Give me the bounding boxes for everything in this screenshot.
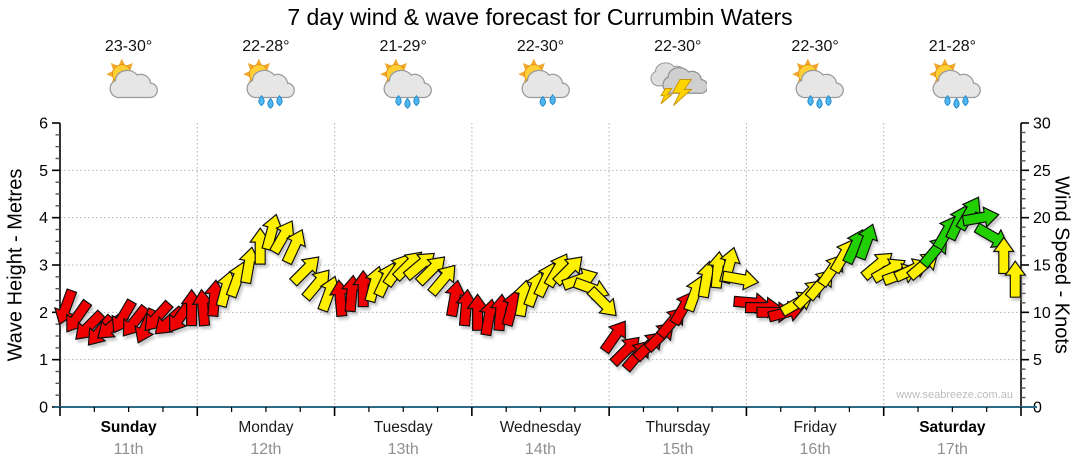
day-date-wednesday: 14th [524,441,557,458]
svg-text:5: 5 [1033,352,1042,369]
svg-text:2: 2 [39,305,48,322]
svg-text:30: 30 [1033,116,1051,133]
svg-text:4: 4 [39,210,48,227]
wind-arrow [992,236,1015,275]
temp-range-thursday: 22-30° [654,38,702,55]
weather-icon-sun-cloud-rain [333,58,473,115]
svg-text:5: 5 [39,163,48,180]
day-date-monday: 12th [250,441,282,458]
temp-range-monday: 22-28° [242,38,290,55]
wind-arrow [721,268,760,291]
day-label-sunday: Sunday [100,419,157,436]
weather-icon-sun-cloud [59,58,199,115]
svg-text:0: 0 [1033,400,1042,417]
left-axis: 0 1 2 3 4 5 6 [39,116,61,417]
weather-icon-sun-cloud-rain [196,58,336,115]
wind-arrow [551,256,583,287]
temp-range-sunday: 23-30° [104,38,153,55]
svg-text:15: 15 [1033,258,1051,275]
day-label-thursday: Thursday [645,419,711,436]
day-label-tuesday: Tuesday [373,419,433,436]
day-date-friday: 16th [799,441,831,458]
wind-arrow [1004,260,1027,298]
svg-text:25: 25 [1033,163,1051,180]
watermark-text: www.seabreeze.com.au [896,389,1013,401]
day-label-friday: Friday [793,419,837,436]
day-date-saturday: 17th [936,441,968,458]
wind-arrow [854,223,879,261]
weather-icon-sun-cloud-light-rain [471,58,611,115]
day-date-sunday: 11th [113,441,144,458]
wind-arrow [973,222,1009,248]
day-date-tuesday: 13th [387,441,419,458]
wind-arrow [599,320,626,355]
weather-icon-storm [608,58,748,115]
temp-range-wednesday: 22-30° [516,38,565,55]
svg-text:0: 0 [39,400,48,417]
gridlines [60,123,1021,407]
wind-arrows [54,196,1027,373]
wind-arrow [427,264,456,298]
svg-text:1: 1 [39,352,48,369]
svg-text:3: 3 [39,258,48,275]
day-label-wednesday: Wednesday [499,419,582,436]
temp-range-tuesday: 21-29° [379,38,427,55]
day-label-saturday: Saturday [919,419,986,436]
wind-arrow [586,285,617,317]
wind-arrow [281,228,307,266]
chart-title: 7 day wind & wave forecast for Currumbin… [287,4,793,30]
bottom-axis [54,406,1037,416]
day-date-thursday: 15th [662,441,694,458]
wind-arrow [961,206,1000,229]
svg-text:10: 10 [1033,305,1051,322]
weather-icon-sun-cloud-rain [745,58,885,115]
day-label-monday: Monday [238,419,294,436]
weather-icon-sun-cloud-rain [882,58,1022,115]
svg-text:20: 20 [1033,210,1051,227]
svg-text:6: 6 [39,116,48,133]
temp-range-friday: 22-30° [791,38,839,55]
right-axis: 0 5 10 15 20 25 30 [1020,116,1051,417]
temp-range-saturday: 21-28° [928,38,977,55]
